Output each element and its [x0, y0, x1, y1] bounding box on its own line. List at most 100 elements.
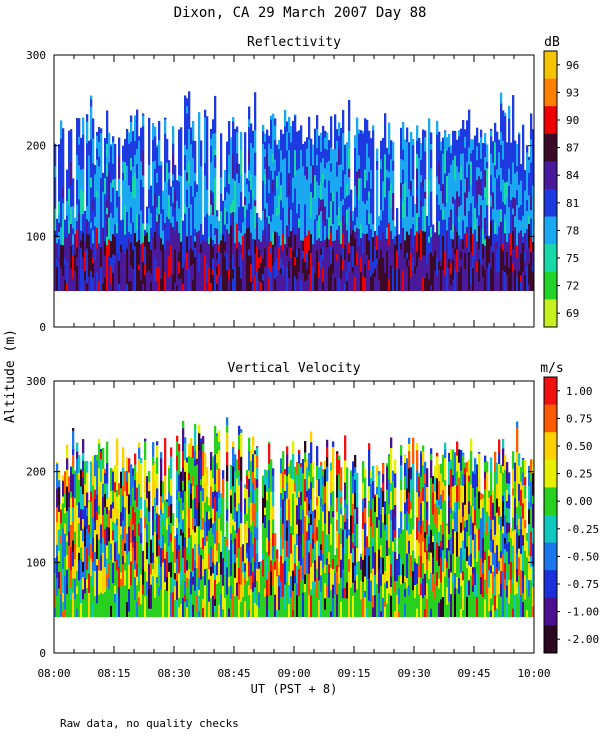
heatmap-cell — [164, 581, 167, 590]
heatmap-cell — [506, 162, 509, 182]
heatmap-cell — [356, 146, 359, 172]
heatmap-cell — [58, 281, 61, 292]
heatmap-cell — [100, 141, 103, 160]
heatmap-cell — [112, 539, 115, 563]
heatmap-cell — [164, 133, 167, 149]
heatmap-cell — [186, 523, 189, 548]
heatmap-cell — [258, 561, 261, 569]
heatmap-cell — [424, 191, 427, 199]
heatmap-cell — [76, 140, 79, 156]
heatmap-cell — [524, 225, 527, 234]
heatmap-cell — [366, 209, 369, 226]
heatmap-cell — [212, 477, 215, 492]
heatmap-cell — [270, 119, 273, 135]
heatmap-cell — [386, 489, 389, 509]
heatmap-cell — [176, 470, 179, 490]
heatmap-cell — [304, 501, 307, 517]
heatmap-cell — [72, 454, 75, 467]
heatmap-cell — [238, 163, 241, 166]
heatmap-cell — [86, 260, 89, 284]
heatmap-cell — [422, 562, 425, 579]
heatmap-cell — [430, 519, 433, 530]
heatmap-cell — [288, 223, 291, 237]
y-tick-label: 0 — [39, 321, 46, 334]
heatmap-cell — [466, 211, 469, 228]
heatmap-cell — [264, 247, 267, 257]
heatmap-cell — [150, 260, 153, 274]
heatmap-cell — [462, 516, 465, 531]
heatmap-cell — [396, 558, 399, 581]
heatmap-cell — [250, 562, 253, 576]
heatmap-cell — [226, 417, 229, 425]
heatmap-cell — [66, 229, 69, 238]
heatmap-cell — [112, 471, 115, 491]
heatmap-cell — [122, 447, 125, 468]
heatmap-cell — [460, 229, 463, 239]
heatmap-cell — [82, 518, 85, 529]
heatmap-cell — [104, 528, 107, 544]
heatmap-cell — [72, 578, 75, 593]
heatmap-cell — [272, 545, 275, 559]
heatmap-cell — [352, 595, 355, 618]
heatmap-cell — [338, 148, 341, 165]
heatmap-cell — [278, 247, 281, 271]
heatmap-cell — [332, 240, 335, 249]
heatmap-cell — [272, 608, 275, 618]
heatmap-cell — [324, 130, 327, 138]
heatmap-cell — [350, 194, 353, 212]
heatmap-cell — [442, 520, 445, 535]
heatmap-cell — [342, 132, 345, 149]
heatmap-cell — [310, 442, 313, 464]
heatmap-cell — [54, 249, 57, 273]
heatmap-cell — [318, 261, 321, 278]
heatmap-cell — [416, 517, 419, 540]
heatmap-cell — [474, 566, 477, 585]
heatmap-cell — [526, 228, 529, 251]
heatmap-cell — [164, 119, 167, 134]
heatmap-cell — [336, 140, 339, 162]
heatmap-cell — [224, 186, 227, 201]
heatmap-cell — [186, 462, 189, 488]
heatmap-cell — [200, 252, 203, 276]
heatmap-cell — [90, 592, 93, 618]
heatmap-cell — [98, 221, 101, 244]
heatmap-cell — [308, 230, 311, 251]
heatmap-cell — [270, 240, 273, 248]
heatmap-cell — [86, 609, 89, 618]
heatmap-cell — [342, 258, 345, 271]
heatmap-cell — [448, 452, 451, 462]
heatmap-cell — [274, 231, 277, 247]
heatmap-cell — [112, 233, 115, 255]
heatmap-cell — [336, 176, 339, 192]
heatmap-cell — [274, 195, 277, 221]
heatmap-cell — [108, 562, 111, 579]
heatmap-cell — [316, 271, 319, 292]
heatmap-cell — [272, 468, 275, 477]
heatmap-cell — [424, 608, 427, 618]
heatmap-cell — [326, 596, 329, 618]
heatmap-cell — [124, 585, 127, 598]
heatmap-cell — [96, 248, 99, 267]
heatmap-cell — [252, 543, 255, 558]
heatmap-cell — [502, 217, 505, 243]
heatmap-cell — [100, 448, 103, 452]
heatmap-cell — [522, 124, 525, 140]
heatmap-cell — [110, 182, 113, 203]
heatmap-cell — [262, 124, 265, 132]
heatmap-cell — [306, 268, 309, 280]
heatmap-cell — [262, 605, 265, 618]
heatmap-cell — [230, 585, 233, 599]
heatmap-cell — [142, 550, 145, 570]
heatmap-cell — [286, 174, 289, 198]
heatmap-cell — [514, 462, 517, 482]
heatmap-cell — [92, 125, 95, 139]
heatmap-cell — [470, 450, 473, 466]
heatmap-cell — [296, 169, 299, 181]
heatmap-cell — [338, 488, 341, 515]
heatmap-cell — [470, 465, 473, 485]
heatmap-cell — [448, 500, 451, 510]
heatmap-cell — [306, 137, 309, 149]
heatmap-cell — [354, 492, 357, 509]
heatmap-cell — [356, 281, 359, 292]
heatmap-cell — [180, 216, 183, 242]
